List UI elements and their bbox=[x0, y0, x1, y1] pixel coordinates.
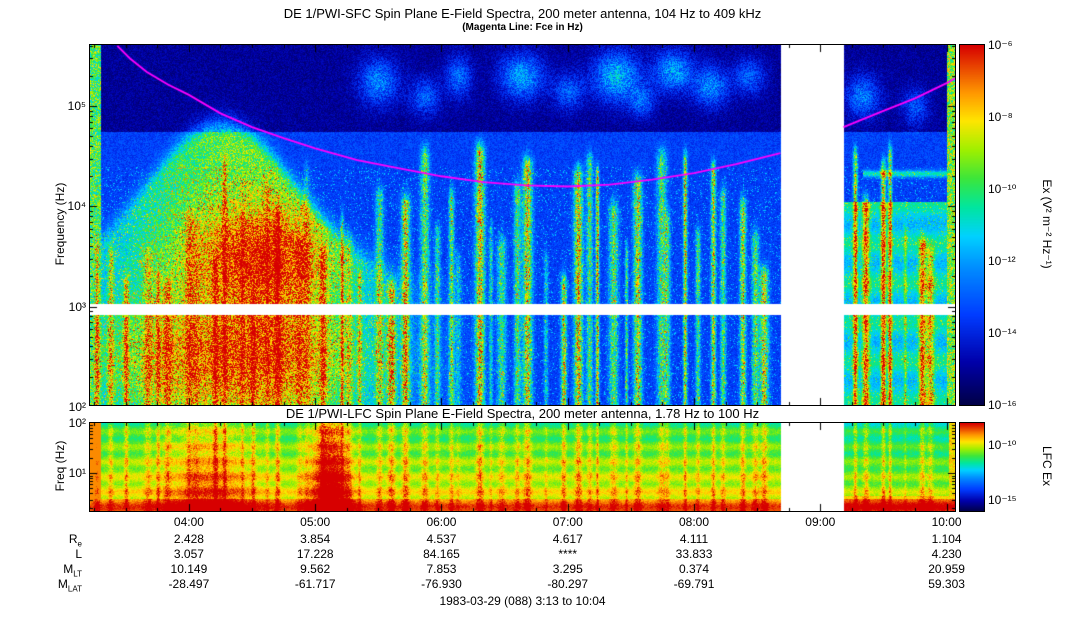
ephemeris-value: 20.959 bbox=[928, 562, 965, 576]
sfc-spectrogram-panel bbox=[89, 44, 956, 406]
lfc-spectrogram-panel bbox=[89, 422, 956, 512]
sfc-y-tick-label: 10⁴ bbox=[67, 199, 86, 214]
ephemeris-value: 4.230 bbox=[931, 547, 962, 561]
ephemeris-value: 3.057 bbox=[173, 547, 204, 561]
ephemeris-value: 1.104 bbox=[931, 532, 962, 546]
ephemeris-value: -76.930 bbox=[421, 577, 462, 591]
sfc-title: DE 1/PWI-SFC Spin Plane E-Field Spectra,… bbox=[283, 6, 762, 21]
sfc-colorbar-tick-label: 10⁻¹⁰ bbox=[988, 182, 1017, 196]
sfc-colorbar-tick-label: 10⁻¹² bbox=[988, 254, 1016, 268]
time-tick-label: 06:00 bbox=[426, 515, 457, 529]
time-tick-label: 05:00 bbox=[300, 515, 331, 529]
sfc-colorbar-tick-label: 10⁻¹⁴ bbox=[988, 326, 1017, 340]
sfc-colorbar-label: Ex (V² m⁻² Hz⁻¹) bbox=[1040, 179, 1054, 269]
sfc-y-tick-label: 10⁵ bbox=[67, 99, 86, 114]
lfc-colorbar-label: LFC Ex bbox=[1040, 445, 1054, 486]
lfc-colorbar-tick-label: 10⁻¹⁰ bbox=[988, 438, 1017, 452]
ephemeris-row-label: MLAT bbox=[57, 577, 82, 594]
sfc-y-tick-label: 10² bbox=[68, 399, 86, 414]
ephemeris-value: 17.228 bbox=[296, 547, 334, 561]
lfc-title: DE 1/PWI-LFC Spin Plane E-Field Spectra,… bbox=[285, 406, 760, 421]
sfc-spectrogram-canvas bbox=[90, 45, 955, 405]
sfc-subtitle: (Magenta Line: Fce in Hz) bbox=[462, 22, 583, 33]
ephemeris-row-label: L bbox=[75, 547, 82, 561]
sfc-colorbar-tick-label: 10⁻⁶ bbox=[988, 38, 1013, 52]
lfc-colorbar-canvas bbox=[960, 423, 984, 511]
ephemeris-value: 84.165 bbox=[423, 547, 460, 561]
ephemeris-row-label: Re bbox=[68, 532, 82, 549]
ephemeris-value: 33.833 bbox=[675, 547, 713, 561]
ephemeris-value: 4.617 bbox=[552, 532, 583, 546]
ephemeris-value: 59.303 bbox=[928, 577, 965, 591]
ephemeris-value: 3.295 bbox=[552, 562, 583, 576]
time-tick-label: 09:00 bbox=[805, 515, 836, 529]
lfc-colorbar-tick-label: 10⁻¹⁵ bbox=[988, 493, 1017, 507]
ephemeris-row-label: MLT bbox=[63, 562, 82, 579]
ephemeris-value: 0.374 bbox=[679, 562, 710, 576]
lfc-colorbar bbox=[959, 422, 985, 512]
ephemeris-value: 4.111 bbox=[679, 532, 709, 546]
ephemeris-value: 9.562 bbox=[300, 562, 331, 576]
sfc-colorbar bbox=[959, 44, 985, 406]
ephemeris-value: 10.149 bbox=[170, 562, 208, 576]
ephemeris-value: -28.497 bbox=[168, 577, 210, 591]
lfc-y-tick-label: 10² bbox=[68, 416, 86, 430]
time-tick-label: 08:00 bbox=[679, 515, 710, 529]
ephemeris-value: 3.854 bbox=[300, 532, 331, 546]
time-range-footer: 1983-03-29 (088) 3:13 to 10:04 bbox=[439, 594, 606, 608]
time-tick-label: 04:00 bbox=[173, 515, 204, 529]
ephemeris-value: 2.428 bbox=[173, 532, 204, 546]
time-tick-label: 07:00 bbox=[552, 515, 583, 529]
time-tick-label: 10:00 bbox=[931, 515, 962, 529]
lfc-spectrogram-canvas bbox=[90, 423, 955, 511]
ephemeris-value: 4.537 bbox=[426, 532, 457, 546]
ephemeris-value: -61.717 bbox=[294, 577, 336, 591]
ephemeris-value: **** bbox=[558, 547, 578, 561]
sfc-y-axis-label: Frequency (Hz) bbox=[53, 182, 67, 266]
ephemeris-value: -80.297 bbox=[547, 577, 589, 591]
ephemeris-value: -69.791 bbox=[673, 577, 715, 591]
sfc-y-tick-label: 10³ bbox=[68, 299, 86, 314]
ephemeris-value: 7.853 bbox=[426, 562, 457, 576]
sfc-colorbar-tick-label: 10⁻⁸ bbox=[988, 110, 1013, 124]
lfc-y-tick-label: 10¹ bbox=[68, 466, 86, 481]
sfc-colorbar-tick-label: 10⁻¹⁶ bbox=[988, 398, 1017, 412]
sfc-colorbar-canvas bbox=[960, 45, 984, 405]
